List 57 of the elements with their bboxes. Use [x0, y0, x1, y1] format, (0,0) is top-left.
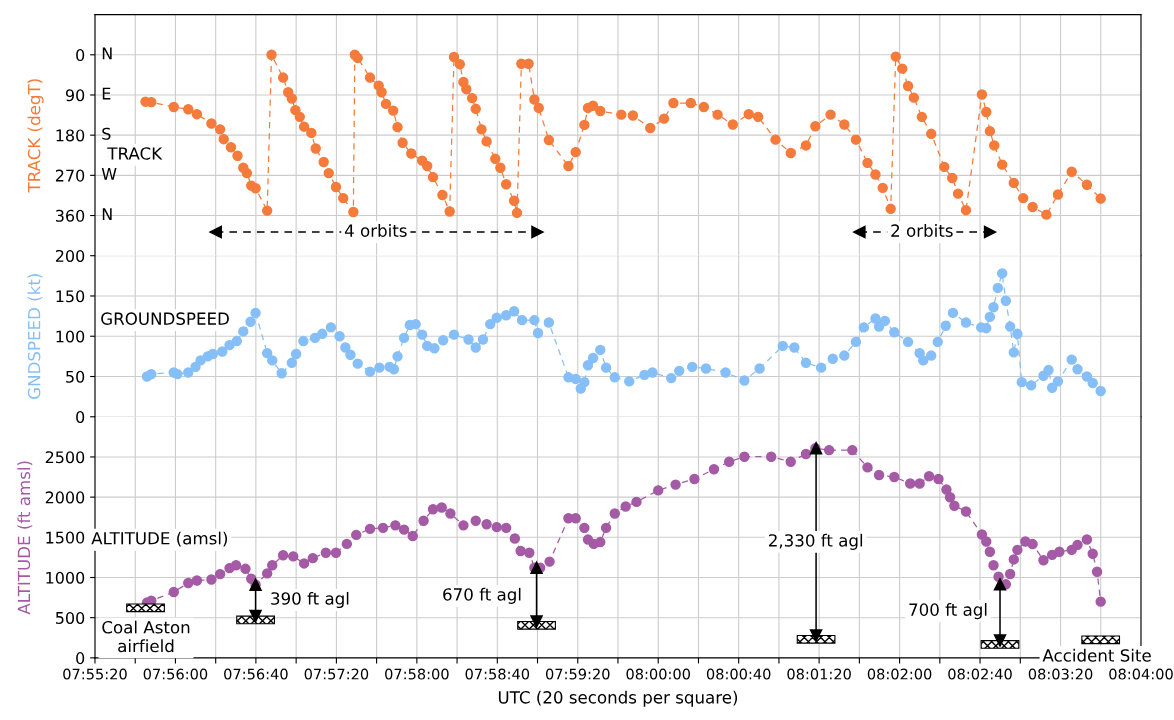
annotation: S — [102, 127, 111, 140]
annotation: 670 ft agl — [443, 587, 521, 604]
y-tick-label: 2500 — [45, 451, 85, 464]
y-tick-label: 1500 — [46, 531, 85, 544]
y-tick-label: 150 — [56, 290, 85, 303]
annotation: TRACK — [107, 147, 163, 160]
point — [530, 615, 543, 628]
point — [809, 629, 823, 642]
annotation: GROUNDSPEED — [101, 312, 229, 325]
x-tick-label: 08:04:00 — [1109, 668, 1173, 680]
x-tick-label: 08:02:40 — [948, 668, 1012, 680]
x-axis-title: UTC (20 seconds per square) — [498, 690, 738, 707]
x-tick-label: 08:03:20 — [1028, 668, 1093, 680]
y-axis-title: ALTITUDE (ft amsl) — [17, 461, 33, 615]
annotation: E — [102, 87, 111, 100]
y-tick-label: 100 — [56, 330, 85, 343]
x-tick-label: 08:01:20 — [787, 668, 851, 680]
x-tick-label: 08:00:40 — [706, 668, 771, 680]
x-tick-label: 07:56:40 — [224, 668, 288, 680]
annotation: ALTITUDE (amsl) — [91, 531, 228, 547]
annotation: W — [101, 168, 117, 180]
annotation: 4 orbits — [344, 223, 407, 237]
y-tick-label: 0 — [76, 49, 85, 62]
y-tick-label: 0 — [76, 652, 85, 665]
x-tick-label: 08:00:00 — [626, 668, 690, 680]
x-tick-label: 07:58:40 — [465, 668, 530, 680]
y-axis-title: TRACK (degT) — [27, 79, 44, 193]
y-tick-label: 270 — [55, 169, 85, 182]
x-tick-label: 07:56:00 — [143, 668, 208, 680]
y-tick-label: 0 — [76, 410, 85, 424]
annotation: Coal Aston airfield — [102, 620, 190, 653]
annotation: N — [102, 47, 112, 60]
y-tick-label: 360 — [55, 209, 85, 222]
annotation: 2,330 ft agl — [768, 533, 863, 550]
y-tick-label: 50 — [66, 370, 85, 383]
annotation: N — [102, 208, 112, 220]
annotation: Accident Site — [1042, 648, 1151, 662]
y-tick-label: 2000 — [45, 491, 85, 504]
y-axis-title: GNDSPEED (kt) — [27, 274, 43, 399]
y-tick-label: 90 — [65, 89, 85, 102]
x-tick-label: 07:59:20 — [545, 668, 610, 680]
x-tick-label: 07:57:20 — [304, 668, 369, 680]
bar — [1081, 635, 1121, 645]
point — [993, 578, 1007, 591]
point — [249, 609, 262, 623]
x-tick-label: 08:02:00 — [867, 668, 932, 680]
y-tick-label: 200 — [55, 249, 85, 262]
y-tick-label: 1000 — [46, 571, 85, 584]
annotation: 2 orbits — [891, 223, 953, 237]
annotation: 390 ft agl — [271, 591, 349, 609]
y-tick-label: 500 — [56, 611, 85, 624]
bar — [126, 603, 165, 613]
x-tick-label: 07:58:00 — [385, 668, 449, 680]
y-tick-label: 180 — [56, 129, 85, 142]
x-tick-label: 07:55:20 — [63, 668, 127, 680]
annotation: 700 ft agl — [909, 603, 987, 620]
point — [993, 634, 1007, 647]
